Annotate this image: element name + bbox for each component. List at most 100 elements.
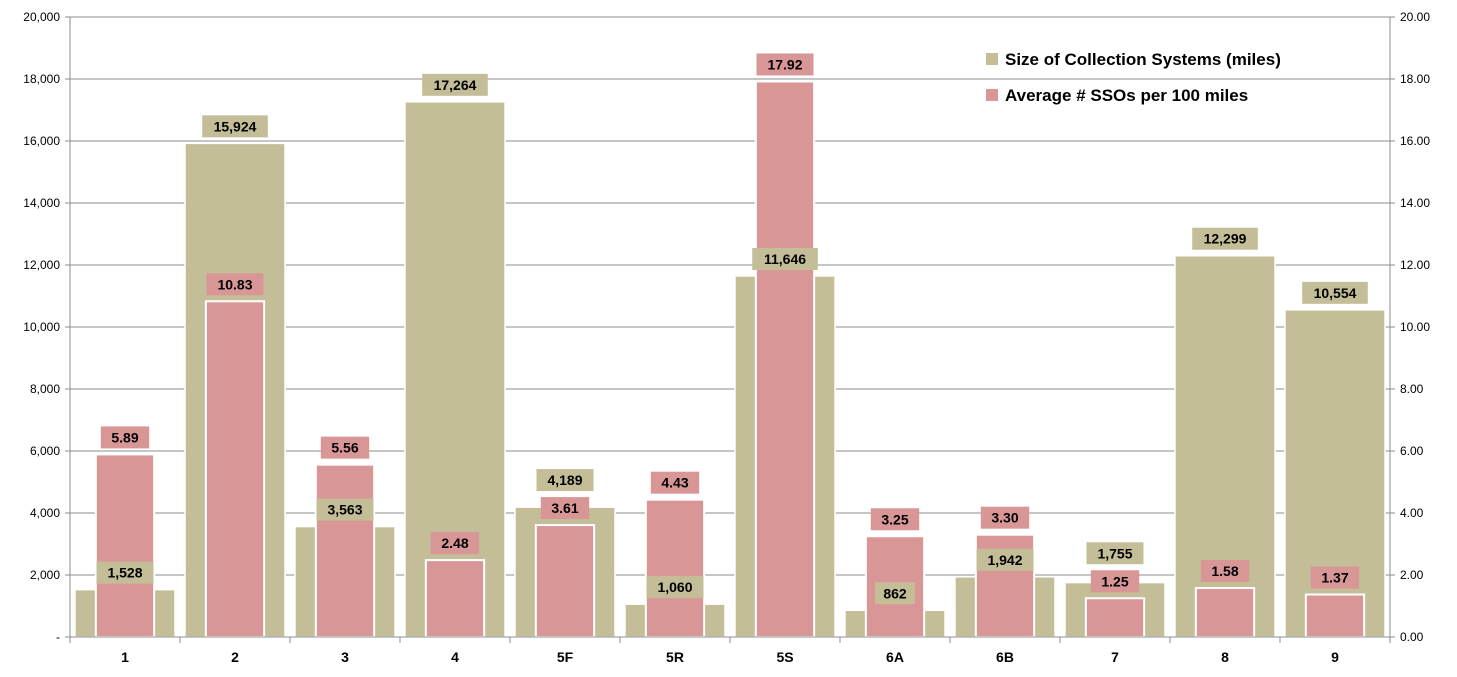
right-tick-label: 2.00	[1400, 568, 1424, 582]
data-label-sso-box	[540, 497, 590, 520]
data-label-size: 1,942	[987, 552, 1022, 568]
left-tick-label: 10,000	[23, 320, 60, 334]
x-tick-label: 2	[231, 649, 239, 665]
right-tick-label: 0.00	[1400, 630, 1424, 644]
bar-sso	[644, 498, 706, 639]
data-label-size: 1,060	[657, 579, 692, 595]
data-label-sso: 3.30	[991, 510, 1018, 526]
data-label-size: 862	[883, 585, 907, 601]
data-label-sso-box	[756, 53, 814, 76]
data-label-size-box	[752, 247, 818, 270]
data-label-size-box	[202, 115, 268, 138]
data-label-size-box	[976, 548, 1034, 571]
data-label-size: 12,299	[1204, 231, 1247, 247]
data-label-size-box	[422, 73, 488, 96]
legend: Size of Collection Systems (miles) Avera…	[986, 50, 1281, 105]
left-tick-label: -	[56, 630, 60, 644]
bar-sso	[424, 559, 486, 638]
x-tick-label: 6B	[996, 649, 1014, 665]
data-label-sso-box	[980, 506, 1030, 529]
data-label-size: 3,563	[327, 502, 362, 518]
data-label-sso-box	[870, 508, 920, 531]
bar-sso	[94, 453, 156, 638]
bar-sso	[1084, 597, 1146, 638]
left-tick-label: 4,000	[30, 506, 60, 520]
x-tick-label: 3	[341, 649, 349, 665]
data-label-sso-box	[1310, 566, 1360, 589]
data-label-sso: 4.43	[661, 475, 688, 491]
data-label-size: 10,554	[1314, 285, 1357, 301]
data-label-size-box	[1192, 227, 1258, 250]
data-label-size-box	[536, 469, 594, 492]
data-label-size-box	[1302, 281, 1368, 304]
left-tick-label: 12,000	[23, 258, 60, 272]
data-label-sso-box	[650, 471, 700, 494]
right-tick-label: 14.00	[1400, 196, 1430, 210]
right-tick-label: 4.00	[1400, 506, 1424, 520]
left-tick-label: 14,000	[23, 196, 60, 210]
data-label-size: 1,755	[1097, 545, 1132, 561]
data-label-sso-box	[100, 426, 150, 449]
left-tick-label: 16,000	[23, 134, 60, 148]
data-label-sso-box	[1090, 570, 1140, 593]
data-label-size: 17,264	[434, 77, 477, 93]
data-label-sso-box	[320, 436, 370, 459]
data-label-sso: 1.58	[1211, 563, 1238, 579]
right-tick-label: 16.00	[1400, 134, 1430, 148]
data-label-sso-box	[430, 532, 480, 555]
data-label-size-box	[646, 576, 704, 599]
x-tick-label: 1	[121, 649, 129, 665]
data-label-sso: 10.83	[217, 276, 252, 292]
right-tick-label: 8.00	[1400, 382, 1424, 396]
bar-size	[404, 101, 506, 638]
legend-swatch-sso	[986, 89, 998, 101]
sso-series-bars	[94, 80, 1366, 639]
data-label-size-box	[96, 561, 154, 584]
data-label-sso: 5.89	[111, 429, 138, 445]
data-label-sso: 3.61	[551, 500, 578, 516]
x-tick-label: 5R	[666, 649, 684, 665]
data-label-size: 4,189	[547, 472, 582, 488]
legend-label-size: Size of Collection Systems (miles)	[1005, 50, 1281, 69]
data-label-sso: 1.25	[1101, 573, 1128, 589]
left-tick-label: 6,000	[30, 444, 60, 458]
left-y-axis: - 2,000 4,000 6,000 8,000 10,000 12,000 14,000 1…	[23, 10, 71, 644]
data-labels: 1,528 5.89 15,924 10.83 3,563 5.56 17,264 2.48 4…	[96, 53, 1368, 605]
left-tick-label: 8,000	[30, 382, 60, 396]
right-tick-label: 6.00	[1400, 444, 1424, 458]
x-tick-label: 9	[1331, 649, 1339, 665]
bar-sso	[534, 524, 596, 639]
bar-sso	[314, 463, 376, 639]
data-label-size: 15,924	[214, 118, 257, 134]
x-axis: 1 2 3 4 5F 5R 5S 6A 6B 7 8 9	[69, 636, 1391, 665]
legend-label-sso: Average # SSOs per 100 miles	[1005, 86, 1248, 105]
x-tick-label: 5S	[776, 649, 793, 665]
data-label-sso: 2.48	[441, 535, 468, 551]
data-label-sso: 3.25	[881, 511, 908, 527]
x-tick-label: 8	[1221, 649, 1229, 665]
x-tick-label: 7	[1111, 649, 1119, 665]
bar-sso	[204, 300, 266, 638]
gridlines	[70, 16, 1390, 576]
right-tick-label: 18.00	[1400, 72, 1430, 86]
right-tick-label: 20.00	[1400, 10, 1430, 24]
data-label-size: 1,528	[107, 565, 142, 581]
data-label-sso: 5.56	[331, 440, 358, 456]
left-tick-label: 18,000	[23, 72, 60, 86]
data-label-sso: 1.37	[1321, 570, 1348, 586]
bar-sso	[1194, 587, 1256, 639]
data-label-sso-box	[1200, 560, 1250, 583]
data-label-sso: 17.92	[767, 56, 802, 72]
data-label-size-box	[875, 582, 915, 605]
x-tick-label: 4	[451, 649, 459, 665]
right-tick-label: 10.00	[1400, 320, 1430, 334]
data-label-size: 11,646	[764, 251, 806, 267]
data-label-sso-box	[206, 273, 264, 296]
data-label-size-box	[1086, 542, 1144, 565]
right-y-axis: 0.00 2.00 4.00 6.00 8.00 10.00 12.00 14.00 16.00…	[1389, 10, 1430, 644]
x-tick-label: 6A	[886, 649, 904, 665]
bar-sso	[1304, 593, 1366, 639]
left-tick-label: 20,000	[23, 10, 60, 24]
right-tick-label: 12.00	[1400, 258, 1430, 272]
